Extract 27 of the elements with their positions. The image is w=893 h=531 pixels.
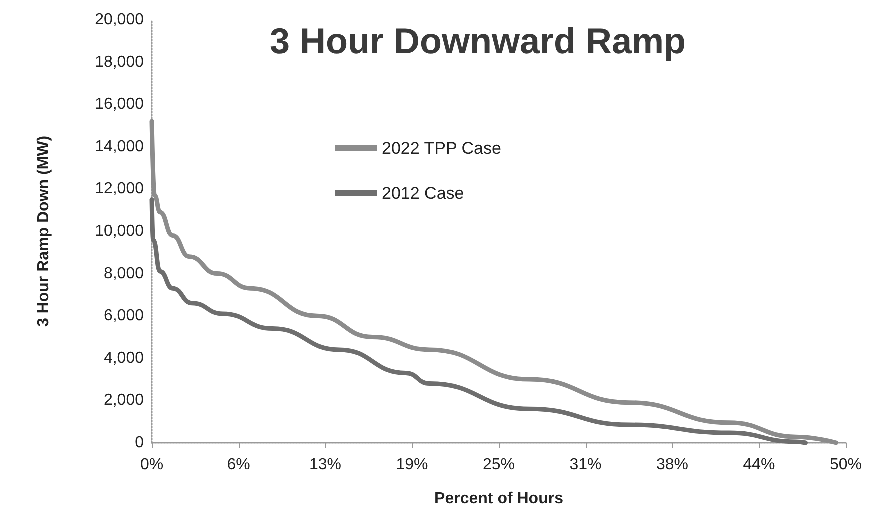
- y-tick-label: 4,000: [104, 350, 144, 367]
- y-tick-label: 8,000: [104, 265, 144, 282]
- y-tick-label: 6,000: [104, 308, 144, 325]
- legend-label: 2022 TPP Case: [382, 139, 502, 158]
- y-tick-label: 12,000: [95, 180, 144, 198]
- x-tick-label: 31%: [570, 456, 602, 474]
- x-tick-label: 25%: [482, 456, 516, 474]
- y-tick-label: 2,000: [104, 392, 144, 410]
- x-tick-label: 6%: [227, 456, 250, 474]
- y-tick-label: 14,000: [95, 138, 144, 156]
- x-tick-label: 19%: [396, 456, 428, 474]
- x-tick-label: 38%: [656, 456, 689, 474]
- x-tick-label: 13%: [309, 456, 342, 474]
- x-tick-label: 50%: [830, 456, 862, 474]
- line-series: [150, 198, 808, 446]
- x-tick-label: 44%: [743, 456, 776, 474]
- legend-label: 2012 Case: [382, 184, 464, 203]
- y-tick-label: 20,000: [95, 12, 144, 28]
- y-tick-label: 18,000: [95, 54, 144, 71]
- line-series: [150, 119, 839, 446]
- chart-title: 3 Hour Downward Ramp: [270, 20, 686, 62]
- y-axis-title: 3 Hour Ramp Down (MW): [36, 136, 52, 328]
- x-tick-label: 0%: [140, 456, 164, 474]
- x-axis-title: Percent of Hours: [434, 490, 564, 508]
- y-tick-label: 16,000: [95, 96, 144, 114]
- y-tick-label: 0: [135, 434, 144, 452]
- y-tick-label: 10,000: [95, 223, 144, 240]
